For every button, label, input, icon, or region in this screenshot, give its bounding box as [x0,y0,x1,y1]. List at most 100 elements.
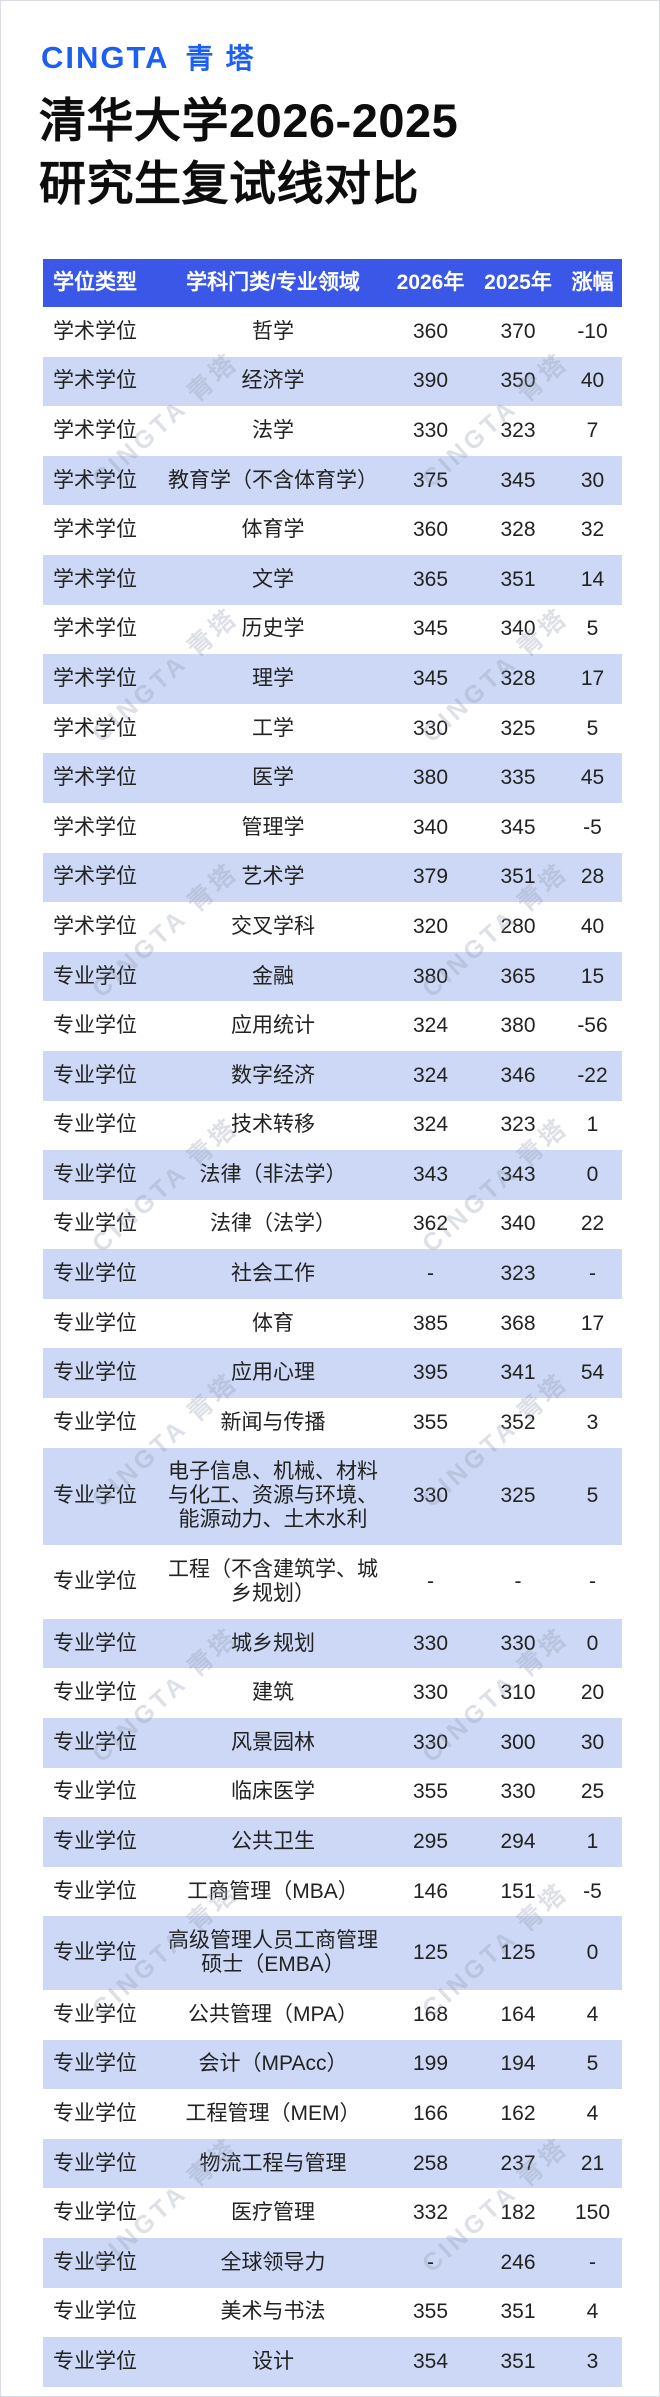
cell-year-2025: 340 [500,617,536,641]
cell-degree-type: 专业学位 [53,1113,137,1137]
table-row: 专业学位 全球领导力 - 246 - [43,2237,622,2288]
cell-year-2026: 330 [412,1484,449,1508]
table-row: 学术学位 文学 365 351 14 [43,554,622,605]
cell-degree-type: 学术学位 [53,319,137,343]
cell-change: -5 [583,815,602,839]
cell-year-2026: 355 [412,1410,449,1434]
cell-year-2026: 166 [412,2101,449,2125]
cell-year-2025: 323 [500,1262,536,1286]
cell-degree-type: 专业学位 [53,2002,137,2026]
cell-field: 工学 [252,716,294,740]
table-row: 专业学位 体育 385 368 17 [43,1298,622,1349]
table-row: 专业学位 社会工作 - 323 - [43,1249,622,1299]
cell-change: 5 [586,2052,599,2076]
logo-cingta-text: CINGTA [41,40,170,75]
cell-degree-type: 专业学位 [53,1262,137,1286]
cell-year-2026: 330 [412,1681,449,1705]
table-row: 学术学位 理学 345 328 17 [43,654,622,704]
cell-year-2025: 162 [500,2101,536,2125]
cell-field: 物流工程与管理 [199,2151,347,2175]
cell-year-2026: 379 [412,865,449,889]
cell-field: 应用统计 [231,1014,315,1038]
cell-field: 应用心理 [231,1361,315,1385]
cell-change: 30 [580,468,605,492]
cell-degree-type: 学术学位 [53,617,137,641]
table-row: 专业学位 工商管理（MBA） 146 151 -5 [43,1866,622,1917]
cell-year-2025: - [514,1570,522,1594]
cell-year-2025: 351 [500,567,536,591]
cell-degree-type: 专业学位 [53,2349,137,2373]
cell-year-2026: 343 [412,1162,449,1186]
cell-year-2026: 355 [412,1780,449,1804]
cell-change: 30 [580,1730,605,1754]
cell-year-2026: 360 [412,319,449,343]
table-row: 专业学位 工程管理（MEM） 166 162 4 [43,2089,622,2139]
cell-change: - [589,1570,596,1594]
cell-year-2026: 324 [412,1014,449,1038]
cell-degree-type: 专业学位 [53,964,137,988]
cell-year-2025: 237 [500,2151,536,2175]
cell-year-2026: 365 [412,567,449,591]
cell-degree-type: 专业学位 [53,2250,137,2274]
cell-year-2025: 351 [500,865,536,889]
cell-change: 17 [580,1311,605,1335]
cell-change: - [589,1262,596,1286]
cell-year-2026: 362 [412,1212,449,1236]
cell-year-2025: 341 [500,1361,536,1385]
cell-change: 32 [580,518,605,542]
cell-degree-type: 专业学位 [53,1410,137,1434]
table-row: 学术学位 医学 380 335 45 [43,753,622,803]
table-row: 学术学位 哲学 360 370 -10 [43,307,622,357]
table-row: 专业学位 高级管理人员工商管理硕士（EMBA） 125 125 0 [43,1916,622,1990]
cell-year-2026: 380 [412,964,449,988]
cell-degree-type: 专业学位 [53,1879,137,1903]
cell-degree-type: 学术学位 [53,418,137,442]
table-row: 专业学位 金融 380 365 15 [43,951,622,1002]
cell-change: - [589,2250,596,2274]
table-row: 专业学位 美术与书法 355 351 4 [43,2287,622,2338]
cell-year-2025: 300 [500,1730,536,1754]
cell-change: 4 [586,2002,599,2026]
cell-change: 25 [580,1780,605,1804]
cell-year-2026: 199 [412,2052,449,2076]
table-row: 专业学位 应用统计 324 380 -56 [43,1001,622,1051]
cell-year-2026: - [427,2250,434,2274]
cell-field: 城乡规划 [231,1631,315,1655]
cell-degree-type: 专业学位 [53,1941,137,1965]
cell-degree-type: 专业学位 [53,1063,137,1087]
cell-field: 公共管理（MPA） [188,2002,358,2026]
cell-degree-type: 专业学位 [53,1830,137,1854]
column-header-field: 学科门类/专业领域 [158,259,388,307]
cell-year-2026: 146 [412,1879,449,1903]
table-row: 专业学位 建筑 330 310 20 [43,1668,622,1719]
cell-year-2026: 125 [412,1941,449,1965]
cell-field: 医学 [252,766,294,790]
cell-year-2025: 345 [500,815,536,839]
cell-year-2025: 164 [500,2002,536,2026]
cell-degree-type: 专业学位 [53,1631,137,1655]
cell-change: 54 [580,1361,605,1385]
page-title: 清华大学2026-2025 研究生复试线对比 [39,89,629,215]
cell-year-2025: 345 [500,468,536,492]
cell-change: 45 [580,766,605,790]
cell-year-2025: 368 [500,1311,536,1335]
cell-year-2025: 246 [500,2250,536,2274]
cell-year-2026: - [427,1262,434,1286]
cell-field: 设计 [252,2349,294,2373]
cell-field: 社会工作 [231,1262,315,1286]
cell-change: 0 [586,1631,599,1655]
cell-change: 3 [586,2349,599,2373]
table-row: 专业学位 电子信息、机械、材料与化工、资源与环境、能源动力、土木水利 330 325 5 [43,1447,622,1546]
cell-degree-type: 学术学位 [53,914,137,938]
cell-field: 体育学 [241,518,305,542]
cell-field: 会计（MPAcc） [198,2052,348,2076]
brand-logo: CINGTA 青塔 [41,37,266,77]
cell-field: 美术与书法 [220,2300,326,2324]
cell-year-2025: 351 [500,2300,536,2324]
cell-field: 体育 [252,1311,294,1335]
table-row: 学术学位 教育学（不含体育学） 375 345 30 [43,455,622,506]
table-row: 专业学位 公共管理（MPA） 168 164 4 [43,1990,622,2040]
cell-degree-type: 专业学位 [53,2101,137,2125]
cell-field: 法学 [252,418,294,442]
cell-field: 教育学（不含体育学） [168,468,378,492]
